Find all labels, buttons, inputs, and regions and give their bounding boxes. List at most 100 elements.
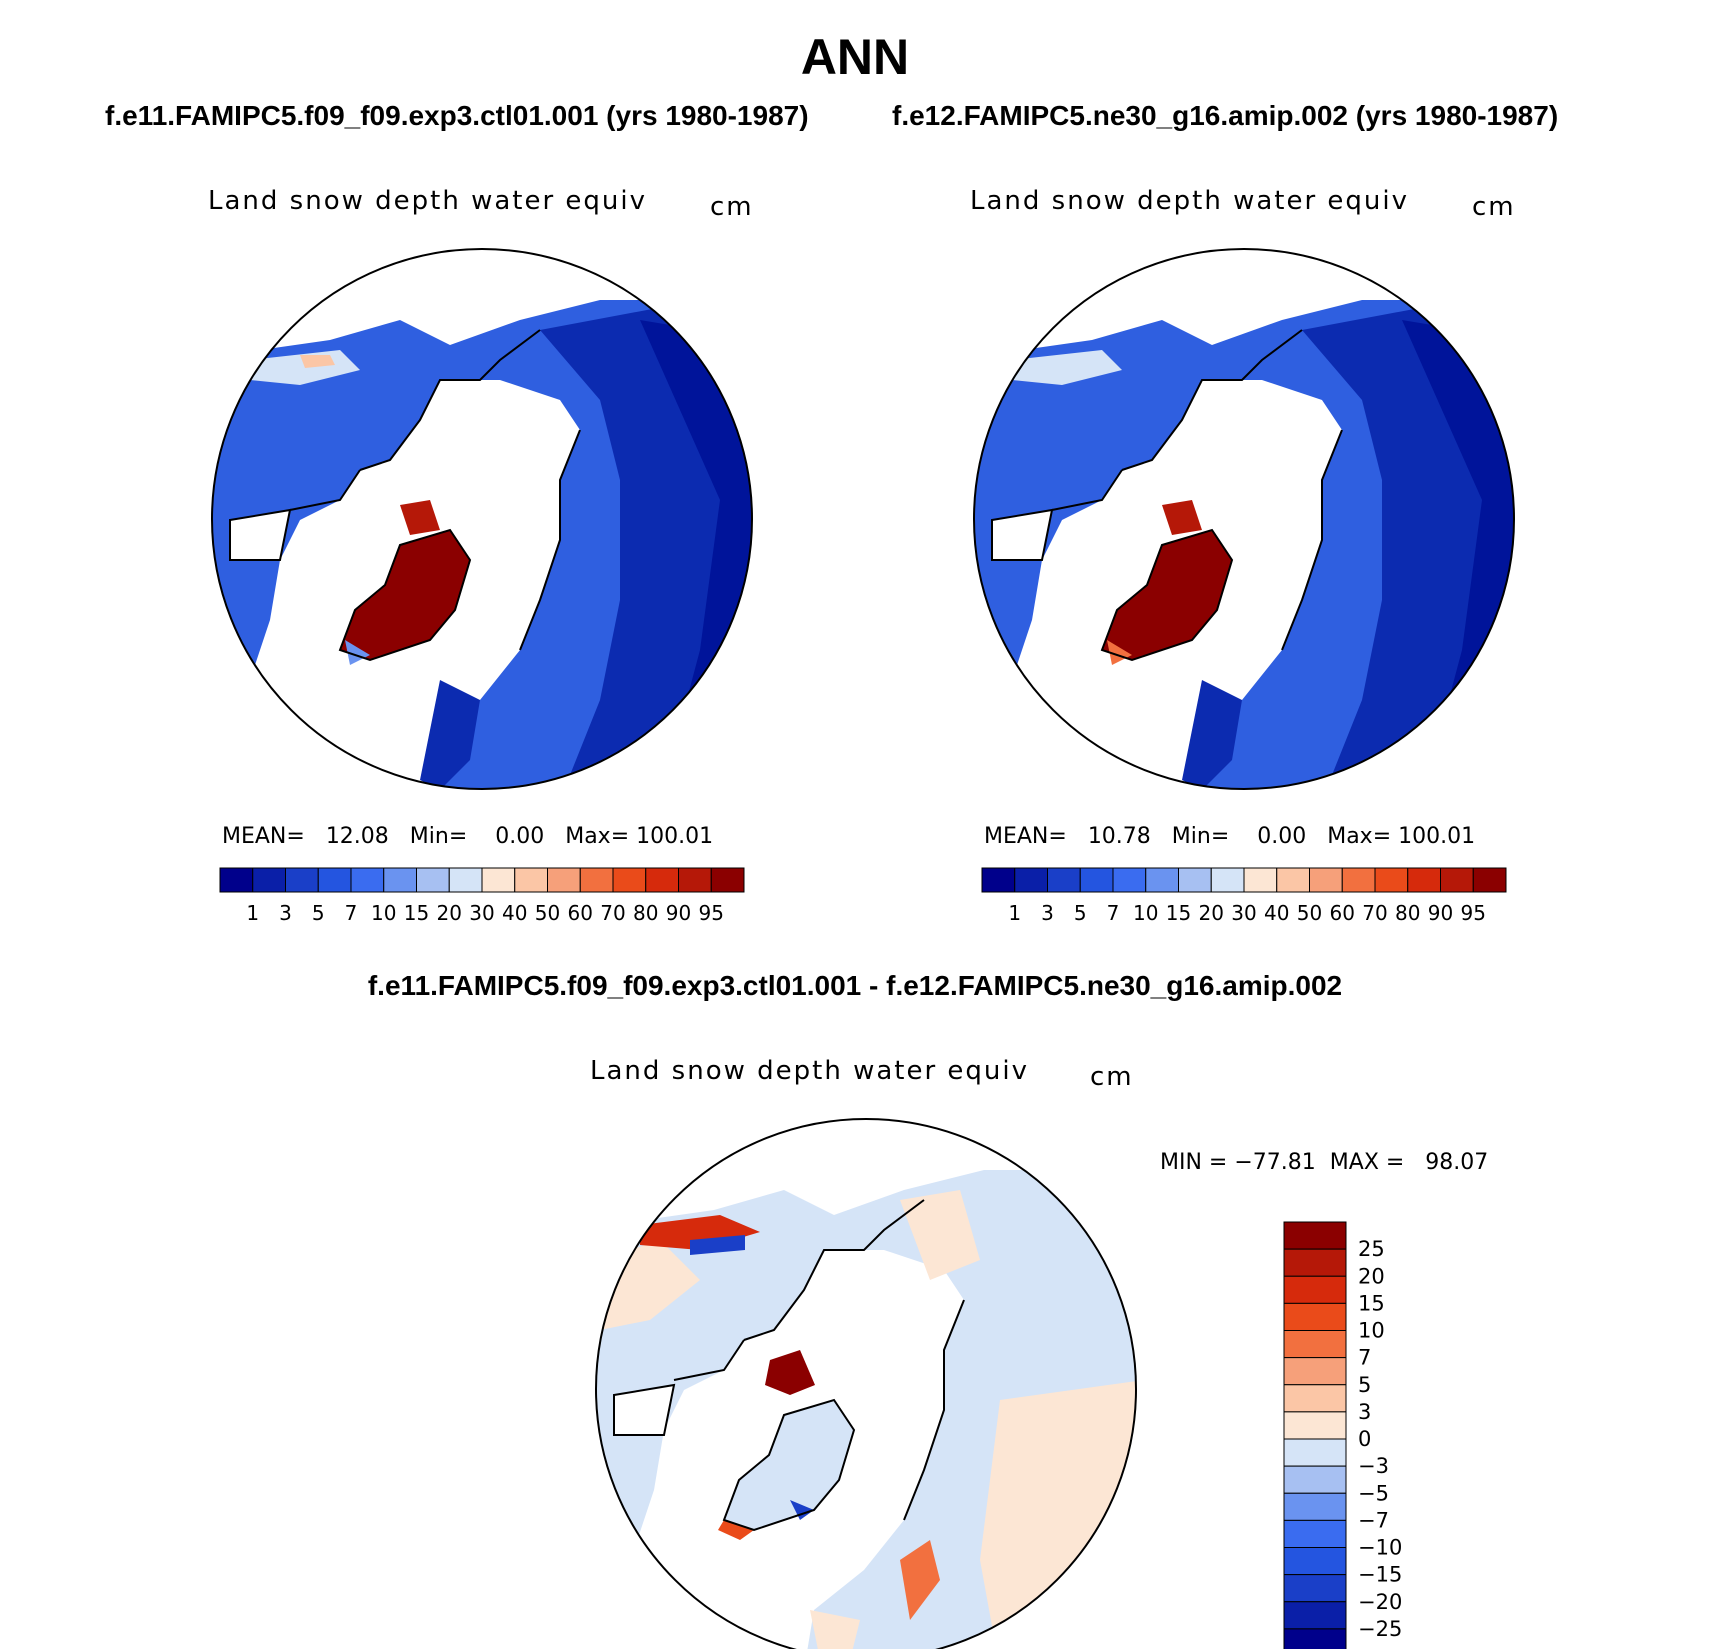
case1-variable-label: Land snow depth water equiv: [208, 186, 647, 216]
case1-title: f.e11.FAMIPC5.f09_f09.exp3.ctl01.001 (yr…: [105, 100, 809, 131]
diff-colorbar-tick-label: 10: [1358, 1319, 1385, 1343]
case1-max-value: 100.01: [636, 824, 714, 849]
diff-colorbar-tick-label: 0: [1358, 1427, 1371, 1451]
case2-title: f.e12.FAMIPC5.ne30_g16.amip.002 (yrs 198…: [892, 100, 1559, 131]
diff-colorbar-tick-label: 3: [1358, 1400, 1371, 1424]
case2-colorbar-tick-label: 7: [1107, 901, 1120, 925]
diff-colorbar-swatch: [1283, 1221, 1347, 1250]
diff-max-value: 98.07: [1425, 1150, 1489, 1175]
figure-title: ANN: [800, 29, 910, 85]
case1-colorbar-swatch: [252, 867, 286, 893]
case1-colorbar-swatch: [678, 867, 712, 893]
diff-colorbar-tick-label: −15: [1358, 1563, 1402, 1587]
diff-colorbar-swatch: [1283, 1384, 1347, 1413]
case2-colorbar-swatch: [1210, 867, 1245, 893]
case1-colorbar-tick-label: 50: [535, 901, 560, 925]
case2-min-label: Min=: [1171, 824, 1230, 849]
case2-colorbar-swatch: [1341, 867, 1376, 893]
case1-colorbar-swatch: [579, 867, 614, 893]
case1-colorbar-tick-label: 30: [469, 901, 494, 925]
case2-colorbar-tick-label: 90: [1428, 901, 1453, 925]
diff-colorbar-tick-label: 25: [1358, 1237, 1385, 1261]
case2-colorbar-swatch: [1014, 867, 1048, 893]
case1-colorbar-swatch: [612, 867, 647, 893]
case2-colorbar-tick-label: 95: [1461, 901, 1486, 925]
case2-colorbar-swatch: [1309, 867, 1343, 893]
case1-colorbar: 1 3 5 7 10 15 20 30 40 50 60 70 80 90 95: [219, 867, 745, 925]
case2-colorbar-swatch: [1079, 867, 1114, 893]
diff-colorbar-swatch: [1283, 1465, 1347, 1494]
diff-colorbar-swatch: [1283, 1628, 1347, 1649]
case1-colorbar-tick-label: 1: [246, 901, 259, 925]
case1-colorbar-swatch: [219, 867, 254, 893]
case1-map: [212, 249, 752, 789]
case2-colorbar-tick-label: 70: [1362, 901, 1387, 925]
diff-colorbar-tick-label: −3: [1358, 1454, 1389, 1478]
diff-colorbar-tick-label: −20: [1358, 1590, 1402, 1614]
case2-colorbar-tick-label: 20: [1199, 901, 1224, 925]
case1-colorbar-swatch: [710, 867, 745, 893]
diff-min-label: MIN =: [1160, 1150, 1228, 1175]
diff-map: [596, 1119, 1136, 1649]
case1-colorbar-tick-label: 40: [502, 901, 527, 925]
case1-colorbar-swatch: [547, 867, 581, 893]
case1-colorbar-tick-label: 5: [312, 901, 325, 925]
diff-colorbar-tick-label: −7: [1358, 1508, 1389, 1532]
case2-colorbar-swatch: [1047, 867, 1081, 893]
diff-colorbar-swatch: [1283, 1248, 1347, 1277]
diff-colorbar-swatch: [1283, 1330, 1347, 1359]
case1-colorbar-swatch: [481, 867, 516, 893]
diff-colorbar-tick-label: 5: [1358, 1373, 1371, 1397]
case2-colorbar-tick-label: 60: [1330, 901, 1355, 925]
case1-units-label: cm: [710, 192, 754, 222]
case2-colorbar: 1 3 5 7 10 15 20 30 40 50 60 70 80 90 95: [981, 867, 1507, 925]
diff-colorbar-tick-label: 20: [1358, 1264, 1385, 1288]
case1-colorbar-swatch: [317, 867, 352, 893]
case1-colorbar-tick-label: 15: [404, 901, 429, 925]
case2-colorbar-swatch: [981, 867, 1016, 893]
diff-max-label: MAX =: [1329, 1150, 1405, 1175]
case1-stats: MEAN= 12.08 Min= 0.00 Max= 100.01: [222, 824, 713, 849]
diff-title: f.e11.FAMIPC5.f09_f09.exp3.ctl01.001 - f…: [367, 970, 1343, 1001]
case2-colorbar-tick-label: 30: [1231, 901, 1256, 925]
diff-stats: MIN = −77.81 MAX = 98.07: [1160, 1150, 1488, 1175]
diff-colorbar-tick-label: 15: [1358, 1291, 1385, 1315]
case2-coastlines: [991, 329, 1343, 662]
case2-units-label: cm: [1472, 192, 1516, 222]
case2-colorbar-swatch: [1243, 867, 1278, 893]
case2-colorbar-tick-label: 3: [1041, 901, 1054, 925]
case1-mean-value: 12.08: [325, 824, 389, 849]
case2-stats: MEAN= 10.78 Min= 0.00 Max= 100.01: [984, 824, 1475, 849]
diff-min-value: −77.81: [1234, 1150, 1316, 1175]
diff-colorbar-swatch: [1283, 1275, 1347, 1304]
case2-colorbar-swatch: [1145, 867, 1179, 893]
case2-max-value: 100.01: [1398, 824, 1476, 849]
diff-colorbar-swatch: [1283, 1438, 1347, 1467]
diff-colorbar-tick-label: −10: [1358, 1536, 1402, 1560]
case2-colorbar-swatch: [1407, 867, 1441, 893]
diff-colorbar-swatch: [1283, 1357, 1347, 1386]
case2-colorbar-swatch: [1374, 867, 1409, 893]
case1-colorbar-tick-label: 70: [600, 901, 625, 925]
case2-colorbar-swatch: [1112, 867, 1147, 893]
diff-units-label: cm: [1090, 1062, 1134, 1092]
case1-min-value: 0.00: [495, 824, 545, 849]
case2-map: [974, 249, 1514, 789]
case1-colorbar-swatch: [448, 867, 483, 893]
case1-colorbar-swatch: [383, 867, 417, 893]
diff-colorbar-swatch: [1283, 1302, 1347, 1331]
case2-variable-label: Land snow depth water equiv: [970, 186, 1409, 216]
diff-colorbar-tick-label: −25: [1358, 1617, 1402, 1641]
case2-mean-value: 10.78: [1087, 824, 1151, 849]
diff-colorbar-swatch: [1283, 1574, 1347, 1603]
diff-colorbar-tick-label: −5: [1358, 1481, 1389, 1505]
diff-variable-label: Land snow depth water equiv: [590, 1056, 1029, 1086]
case1-colorbar-tick-label: 80: [633, 901, 658, 925]
diff-colorbar-swatch: [1283, 1601, 1347, 1630]
case1-mean-label: MEAN=: [222, 824, 305, 849]
case2-colorbar-tick-label: 10: [1133, 901, 1158, 925]
case2-colorbar-tick-label: 40: [1264, 901, 1289, 925]
diff-colorbar: 25 20 15 10 7 5 3 0 −3 −5 −7 −10 −15 −20 −25: [1283, 1221, 1402, 1649]
diff-colorbar-swatch: [1283, 1547, 1347, 1576]
